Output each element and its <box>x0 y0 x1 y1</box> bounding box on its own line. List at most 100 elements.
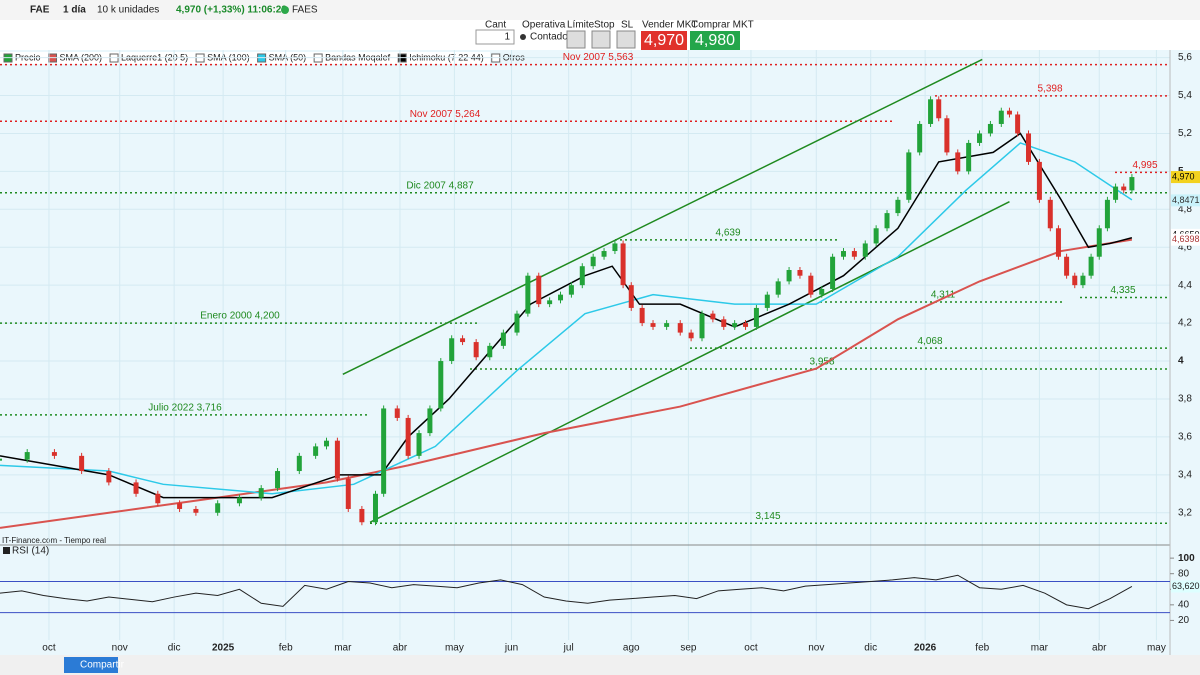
sell-button[interactable] <box>641 31 687 50</box>
candle <box>732 323 738 327</box>
level-label: Nov 2007 5,563 <box>563 52 634 63</box>
units[interactable]: 10 k unidades <box>97 5 159 16</box>
price-tag-label: 4,8471 <box>1172 195 1200 205</box>
candle <box>514 313 520 333</box>
candle <box>1072 275 1078 286</box>
x-tick-label: may <box>1147 643 1166 654</box>
candle <box>797 270 803 276</box>
y-tick-label: 3,6 <box>1178 432 1192 443</box>
share-button[interactable] <box>64 657 118 673</box>
level-label: 4,995 <box>1132 160 1157 171</box>
candle <box>438 361 444 409</box>
candle <box>416 433 422 456</box>
price-tag-label: 4,970 <box>1172 171 1195 181</box>
stop-btn[interactable] <box>591 30 611 49</box>
candle <box>612 243 618 252</box>
buy-price[interactable]: 4,980 <box>695 32 735 49</box>
y-tick-label: 4 <box>1178 356 1184 367</box>
candle <box>808 275 814 295</box>
x-tick-label: sep <box>680 643 697 654</box>
y-tick-label: 3,8 <box>1178 394 1192 405</box>
candle <box>359 508 365 523</box>
candle <box>449 338 455 362</box>
source: IT-Finance.com - Tiempo real <box>2 536 106 545</box>
candle <box>1055 228 1061 257</box>
level-label: 4,639 <box>715 227 740 238</box>
candle <box>500 332 506 346</box>
x-tick-label: feb <box>975 643 989 654</box>
candle <box>966 142 972 172</box>
x-tick-label: 2026 <box>914 643 937 654</box>
rsi-tick-label: 100 <box>1178 553 1195 564</box>
x-tick-label: jul <box>563 643 574 654</box>
y-tick-label: 4,8 <box>1178 204 1192 215</box>
candle <box>1064 256 1070 276</box>
candle <box>721 319 727 327</box>
candle <box>699 313 705 339</box>
candle <box>590 256 596 267</box>
candle <box>51 452 57 456</box>
level-label: Dic 2007 4,887 <box>406 180 474 191</box>
rsi-tag-label: 63,620 <box>1172 581 1200 591</box>
sl-btn[interactable] <box>616 30 636 49</box>
buy-button[interactable] <box>690 31 740 50</box>
candle <box>944 118 950 153</box>
candle <box>620 243 626 286</box>
top-bar <box>0 0 1200 20</box>
candle <box>394 408 400 418</box>
candle <box>258 488 264 498</box>
candle <box>955 152 961 172</box>
candle <box>1104 199 1110 229</box>
stop[interactable]: Stop <box>594 20 615 31</box>
candle <box>688 332 694 339</box>
level-label: 3,958 <box>809 357 834 368</box>
candle <box>987 123 993 134</box>
candle <box>381 408 387 494</box>
candle <box>1015 114 1021 134</box>
candle <box>558 294 564 301</box>
radio[interactable] <box>520 34 526 40</box>
candle <box>884 213 890 229</box>
rsi-swatch <box>3 547 10 554</box>
qty-label: Cant <box>485 20 506 31</box>
candle <box>1047 199 1053 229</box>
x-tick-label: abr <box>393 643 408 654</box>
limit-btn[interactable] <box>566 30 586 49</box>
quote: 4,970 (+1,33%) 11:06:23 <box>176 5 287 16</box>
qty-input[interactable] <box>475 29 515 45</box>
indicator-line <box>0 238 1133 529</box>
x-tick-label: ago <box>623 643 640 654</box>
price-tag <box>1171 194 1200 207</box>
candle <box>743 323 749 327</box>
x-tick-label: dic <box>168 643 181 654</box>
x-tick-label: abr <box>1092 643 1107 654</box>
candle <box>324 440 330 447</box>
candle <box>977 133 983 143</box>
candle <box>830 256 836 289</box>
price-tag <box>1171 171 1200 184</box>
bottom-bar <box>0 655 1200 675</box>
period[interactable]: 1 día <box>63 5 86 16</box>
x-tick-label: may <box>445 643 464 654</box>
rsi-tag <box>1171 580 1200 593</box>
symbol[interactable]: FAE <box>30 5 50 16</box>
y-tick-label: 5,6 <box>1178 52 1192 63</box>
limit[interactable]: Límite <box>567 20 595 31</box>
sl[interactable]: SL <box>621 20 634 31</box>
x-tick-label: 2025 <box>212 643 235 654</box>
candle <box>460 338 466 343</box>
candle <box>906 152 912 200</box>
price-tag <box>1171 233 1200 246</box>
indicator-line <box>0 142 1133 495</box>
share[interactable]: Compartir <box>80 660 125 671</box>
candle <box>664 323 670 327</box>
sell-price[interactable]: 4,970 <box>644 32 684 49</box>
candle <box>236 497 242 504</box>
candle <box>895 199 901 214</box>
level-label: Julio 2022 3,716 <box>148 403 222 414</box>
candle <box>372 493 378 523</box>
x-tick-label: feb <box>279 643 293 654</box>
candle <box>215 503 221 513</box>
candle <box>710 313 716 320</box>
